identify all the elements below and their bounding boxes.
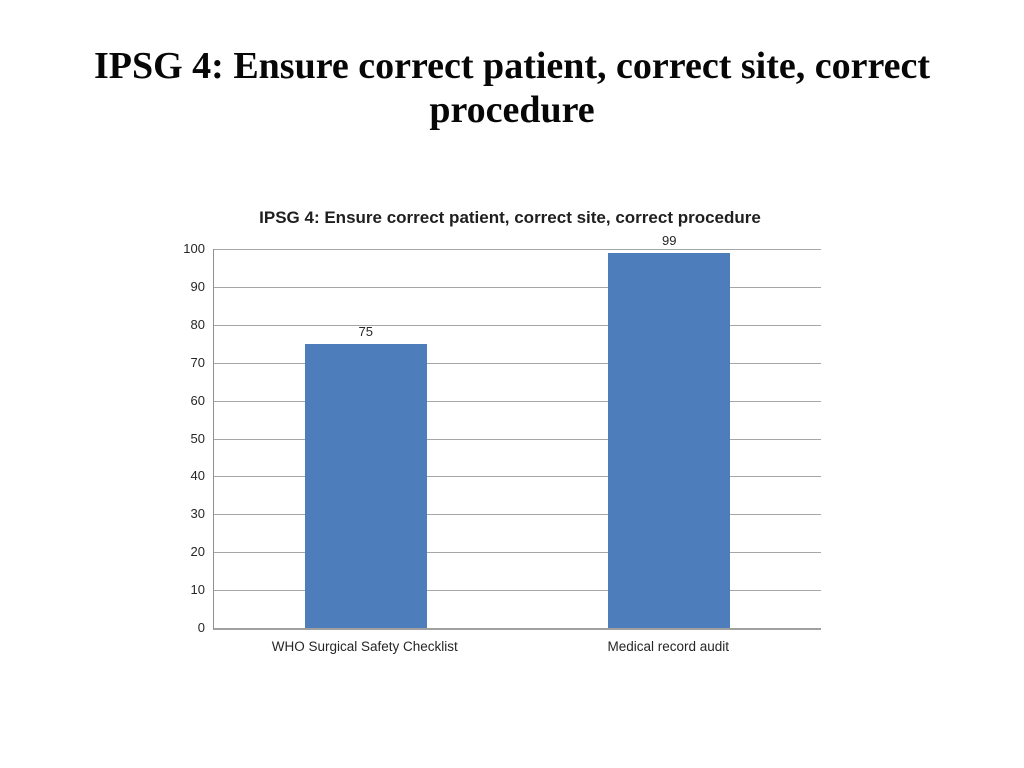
y-axis-tick-label: 80 [190,316,205,332]
bar [608,252,731,628]
gridline-30 [214,514,821,516]
bar-chart: IPSG 4: Ensure correct patient, correct … [175,200,845,662]
category-label: Medical record audit [607,639,730,654]
y-axis-tick-label: 90 [190,278,205,294]
y-axis-tick-label: 100 [183,241,205,256]
plot-area: 75 99 [213,233,821,630]
gridline-10 [214,590,821,592]
y-axis-tick-label: 10 [190,582,205,598]
bar-value-label: 75 [358,323,373,339]
bar [304,343,427,628]
y-axis-tick-label: 40 [190,468,205,484]
gridline-60 [214,400,821,402]
gridline-90 [214,286,821,288]
gridline-50 [214,438,821,440]
gridline-100 [214,249,821,250]
y-axis-tick-label: 0 [197,620,205,635]
y-axis-tick-label: 20 [190,544,205,560]
y-axis-tick-label: 60 [190,392,205,408]
y-axis-tick-label: 30 [190,506,205,522]
gridline-70 [214,362,821,364]
category-label: WHO Surgical Safety Checklist [271,639,458,654]
chart-title: IPSG 4: Ensure correct patient, correct … [259,208,761,227]
gridline-80 [214,324,821,326]
slide-title: IPSG 4: Ensure correct patient, correct … [93,45,931,131]
gridline-40 [214,476,821,478]
y-axis-tick-label: 70 [190,354,205,370]
gridline-20 [214,552,821,554]
y-axis-tick-label: 50 [190,430,205,446]
bar-value-label: 99 [662,232,677,248]
